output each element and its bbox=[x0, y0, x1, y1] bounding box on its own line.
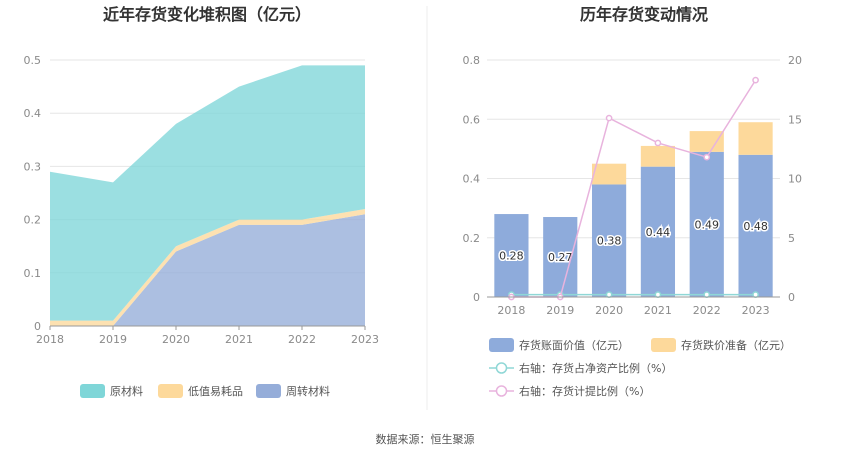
right-legend-swatch bbox=[489, 338, 514, 352]
data-source-note: 数据来源：恒生聚源 bbox=[376, 432, 475, 446]
bar-value-label: 0.48 bbox=[743, 220, 768, 233]
area-周转材料 bbox=[50, 214, 365, 326]
bar-book-value bbox=[738, 154, 773, 297]
bar-impairment bbox=[640, 145, 676, 167]
right-legend-label: 右轴：存货占净资产比例（%） bbox=[519, 361, 672, 375]
left-x-tick-label: 2020 bbox=[162, 333, 190, 346]
right-right-y-tick-label: 10 bbox=[788, 173, 802, 186]
bar-book-value bbox=[494, 214, 529, 297]
right-x-tick-label: 2021 bbox=[644, 304, 672, 317]
right-left-y-tick-label: 0.6 bbox=[463, 113, 481, 126]
left-x-tick-label: 2019 bbox=[99, 333, 127, 346]
left-x-tick-label: 2018 bbox=[36, 333, 64, 346]
right-left-y-tick-label: 0.2 bbox=[463, 232, 481, 245]
right-legend-label: 右轴：存货计提比例（%） bbox=[519, 384, 650, 398]
point-net-asset-ratio bbox=[654, 291, 662, 298]
right-x-tick-label: 2023 bbox=[742, 304, 770, 317]
left-y-tick-label: 0.2 bbox=[24, 214, 42, 227]
bar-book-value bbox=[689, 151, 724, 297]
bar-value-label: 0.28 bbox=[499, 250, 524, 263]
left-legend: 原材料 低值易耗品 周转材料 bbox=[80, 384, 330, 398]
right-axes: 0 0.2 0.4 0.6 0.8 0 5 10 15 20 2018 2019 2020 2021 202… bbox=[463, 54, 803, 317]
right-bar-series: 0.28 0.27 0.38 0.44 0.49 0.48 bbox=[494, 122, 773, 297]
left-legend-swatch bbox=[80, 384, 105, 398]
right-legend-label: 存货账面价值（亿元） bbox=[519, 338, 629, 352]
point-net-asset-ratio bbox=[703, 291, 711, 298]
left-legend-label: 低值易耗品 bbox=[188, 385, 243, 398]
right-x-tick-label: 2022 bbox=[693, 304, 721, 317]
point-net-asset-ratio bbox=[752, 291, 759, 298]
bar-value-label: 0.49 bbox=[695, 218, 720, 231]
right-right-y-tick-label: 20 bbox=[788, 54, 802, 67]
right-right-y-tick-label: 5 bbox=[788, 232, 795, 245]
bar-impairment bbox=[591, 163, 627, 185]
right-legend-label: 存货跌价准备（亿元） bbox=[681, 338, 791, 352]
right-x-tick-label: 2018 bbox=[497, 304, 525, 317]
left-y-tick-label: 0 bbox=[34, 320, 41, 333]
bar-value-label: 0.44 bbox=[646, 226, 671, 239]
bar-value-label: 0.27 bbox=[548, 251, 573, 264]
right-x-tick-label: 2019 bbox=[546, 304, 574, 317]
right-right-y-tick-label: 15 bbox=[788, 113, 802, 126]
point-provision-ratio bbox=[605, 114, 613, 122]
left-legend-swatch bbox=[158, 384, 183, 398]
left-legend-label: 原材料 bbox=[110, 384, 143, 398]
point-provision-ratio bbox=[703, 153, 711, 161]
right-legend-swatch bbox=[651, 338, 676, 352]
right-legend-marker bbox=[495, 385, 508, 397]
bar-value-label: 0.38 bbox=[597, 235, 622, 248]
left-area-series bbox=[50, 65, 365, 326]
right-right-y-tick-label: 0 bbox=[788, 291, 795, 304]
left-chart-title: 近年存货变化堆积图（亿元） bbox=[103, 5, 311, 24]
point-provision-ratio bbox=[752, 76, 759, 84]
left-y-tick-label: 0.4 bbox=[24, 107, 42, 120]
left-y-tick-label: 0.1 bbox=[24, 267, 42, 280]
right-legend: 存货账面价值（亿元） 存货跌价准备（亿元） 右轴：存货占净资产比例（%） 右轴：存货计… bbox=[489, 338, 791, 398]
point-net-asset-ratio bbox=[605, 291, 613, 298]
left-legend-swatch bbox=[256, 384, 281, 398]
point-provision-ratio bbox=[654, 139, 662, 147]
right-legend-marker bbox=[495, 362, 508, 374]
bar-impairment bbox=[738, 122, 773, 155]
right-chart-title: 历年存货变动情况 bbox=[580, 5, 708, 24]
bar-book-value bbox=[591, 184, 627, 297]
right-x-tick-label: 2020 bbox=[595, 304, 623, 317]
bar-book-value bbox=[640, 166, 676, 297]
right-left-y-tick-label: 0.4 bbox=[463, 173, 481, 186]
left-legend-label: 周转材料 bbox=[286, 384, 330, 398]
left-x-tick-label: 2021 bbox=[225, 333, 253, 346]
right-left-y-tick-label: 0 bbox=[473, 291, 480, 304]
left-axes: 0 0.1 0.2 0.3 0.4 0.5 2018 2019 2020 2021 2022 2023 bbox=[24, 54, 380, 346]
bar-impairment bbox=[689, 131, 724, 152]
right-left-y-tick-label: 0.8 bbox=[463, 54, 481, 67]
area-原材料 bbox=[50, 65, 365, 321]
left-x-tick-label: 2023 bbox=[351, 333, 379, 346]
left-y-tick-label: 0.5 bbox=[24, 54, 42, 67]
left-x-tick-label: 2022 bbox=[288, 333, 316, 346]
left-y-tick-label: 0.3 bbox=[24, 160, 42, 173]
right-grid bbox=[487, 59, 780, 239]
